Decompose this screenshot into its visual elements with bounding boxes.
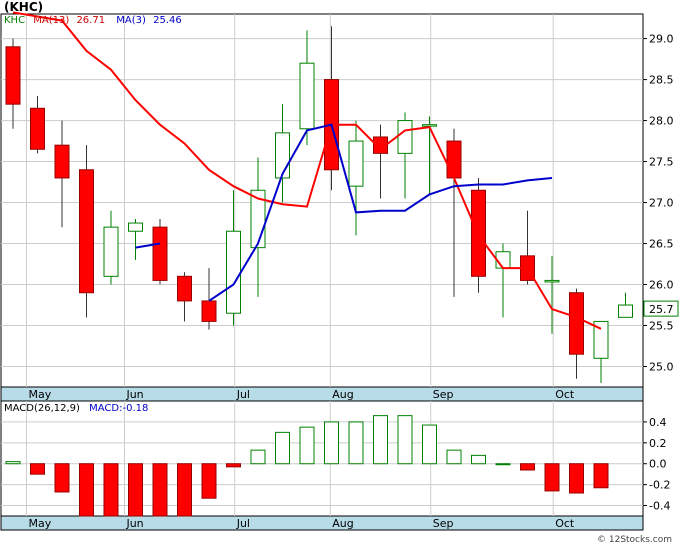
macd-panel xyxy=(0,400,644,517)
price-x-axis-band xyxy=(0,386,644,402)
candle-body xyxy=(54,144,70,179)
macd-bar xyxy=(397,415,413,465)
macd-legend: MACD(26,12,9) MACD:-0.18 xyxy=(4,403,148,414)
last-price-tag xyxy=(643,300,679,317)
macd-bar xyxy=(103,463,119,517)
macd-bar xyxy=(250,449,266,465)
macd-bar xyxy=(5,461,21,465)
candle-body xyxy=(201,300,217,322)
macd-bar xyxy=(520,463,535,471)
legend-ma13-value: 26.71 xyxy=(76,15,106,26)
macd-y-tick-label: -0.2 xyxy=(649,479,670,492)
price-panel xyxy=(0,13,644,388)
last-price-label: 25.7 xyxy=(649,303,674,316)
price-x-tick-label: Aug xyxy=(332,388,353,401)
macd-y-tick-label: 0.0 xyxy=(649,458,667,471)
macd-bar xyxy=(446,449,462,465)
macd-bar xyxy=(544,463,560,492)
candle-body xyxy=(544,279,560,283)
candle-body xyxy=(5,46,21,105)
macd-legend-label: MACD(26,12,9) xyxy=(4,403,80,414)
price-y-tick-label: 29.0 xyxy=(649,33,674,46)
macd-x-axis-band xyxy=(0,515,644,531)
macd-x-tick-label: Jul xyxy=(236,517,250,530)
price-x-tick-label: Sep xyxy=(433,388,454,401)
macd-y-tick-label: -0.4 xyxy=(649,500,670,513)
price-y-tick-label: 26.0 xyxy=(649,279,674,292)
macd-bar xyxy=(54,463,70,493)
macd-x-tick-label: Jun xyxy=(125,517,143,530)
chart-title: (KHC) xyxy=(4,0,44,14)
price-x-tick-label: Oct xyxy=(555,388,575,401)
candle-body xyxy=(103,226,119,277)
macd-bar xyxy=(152,463,168,517)
candle-body xyxy=(618,304,633,318)
candle-body xyxy=(30,107,45,150)
candle-body xyxy=(275,132,290,179)
macd-bar xyxy=(495,463,511,466)
macd-bar xyxy=(324,421,339,465)
macd-y-tick-label: 0.2 xyxy=(649,437,667,450)
price-y-tick-label: 25.0 xyxy=(649,361,674,374)
price-y-tick-label: 27.5 xyxy=(649,156,674,169)
price-x-tick-label: Jun xyxy=(125,388,143,401)
macd-bar xyxy=(201,463,217,499)
legend-symbol: KHC xyxy=(4,15,26,26)
candle-body xyxy=(593,320,609,359)
legend-ma3-label: MA(3) xyxy=(116,15,146,26)
macd-bar xyxy=(275,431,290,465)
macd-bar xyxy=(373,415,388,465)
ma13-line xyxy=(12,11,602,330)
candle-body xyxy=(348,140,364,187)
price-x-tick-label: Jul xyxy=(236,388,250,401)
macd-bar xyxy=(79,463,94,517)
price-x-tick-label: May xyxy=(28,388,51,401)
candle-body xyxy=(422,124,437,127)
macd-x-tick-label: Aug xyxy=(332,517,353,530)
macd-bar xyxy=(593,463,609,489)
macd-y-tick-label: 0.4 xyxy=(649,416,667,429)
macd-x-tick-label: Sep xyxy=(433,517,454,530)
price-y-tick-label: 28.5 xyxy=(649,74,674,87)
price-legend: KHC MA(13) 26.71 MA(3) 25.46 xyxy=(4,15,182,26)
macd-bar xyxy=(422,424,437,465)
copyright: © 12Stocks.com xyxy=(597,535,672,545)
macd-bar xyxy=(471,454,486,465)
macd-bar xyxy=(299,426,315,465)
candle-body xyxy=(79,169,94,294)
legend-ma13-label: MA(13) xyxy=(33,15,70,26)
price-y-tick-label: 27.0 xyxy=(649,197,674,210)
macd-x-tick-label: May xyxy=(28,517,51,530)
candle-body xyxy=(152,226,168,281)
macd-bar xyxy=(348,421,364,465)
ma3-line xyxy=(135,123,553,302)
macd-bar xyxy=(128,463,143,517)
price-y-tick-label: 28.0 xyxy=(649,115,674,128)
macd-legend-value: MACD:-0.18 xyxy=(89,403,149,414)
candle-body xyxy=(373,136,388,154)
candle-body xyxy=(397,120,413,154)
price-y-tick-label: 25.5 xyxy=(649,320,674,333)
macd-x-tick-label: Oct xyxy=(555,517,575,530)
candle-body xyxy=(226,230,241,314)
candle-body xyxy=(177,275,192,302)
macd-bar xyxy=(569,463,584,494)
macd-bar xyxy=(30,463,45,475)
price-y-tick-label: 26.5 xyxy=(649,238,674,251)
candle-body xyxy=(128,222,143,232)
candle-body xyxy=(299,62,315,130)
legend-ma3-value: 25.46 xyxy=(153,15,182,26)
macd-bar xyxy=(226,463,241,468)
candle-body xyxy=(569,292,584,355)
macd-bar xyxy=(177,463,192,517)
candle-body xyxy=(446,140,462,179)
